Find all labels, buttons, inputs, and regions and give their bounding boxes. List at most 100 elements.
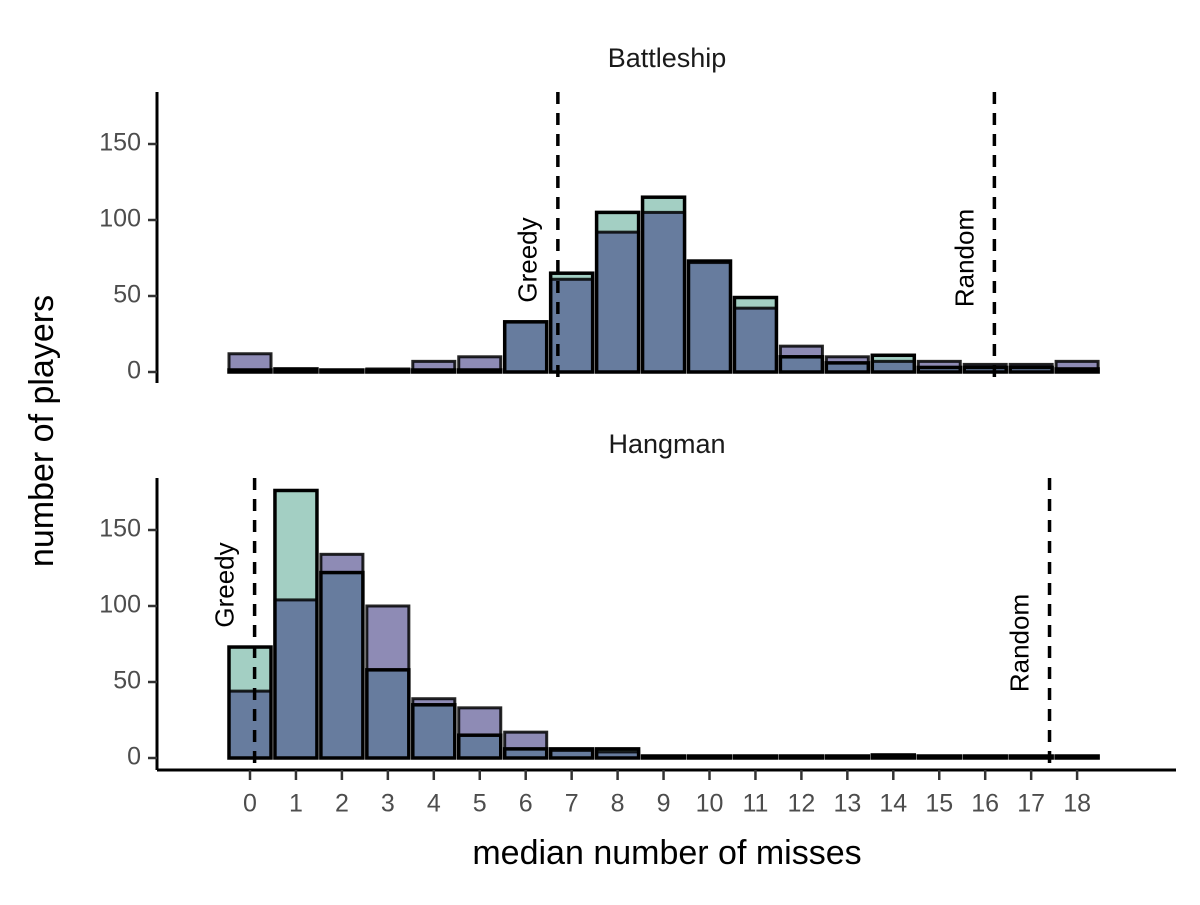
x-tick-label: 17 [1017, 790, 1045, 818]
bar-excess-0-5 [458, 356, 501, 371]
bar-series2-1-3 [365, 604, 411, 760]
x-tick-label: 13 [833, 790, 861, 818]
bar-excess-0-12 [780, 346, 823, 357]
bar-series2-0-9 [641, 210, 687, 374]
bar-overlap-0-12 [780, 356, 823, 372]
bar-series2-1-18 [1054, 754, 1100, 760]
x-tick-label: 4 [427, 790, 441, 818]
bar-series2-1-1 [273, 598, 319, 760]
bar-series2-0-1 [273, 367, 319, 374]
bar-series2-1-11 [732, 754, 778, 760]
bar-overlap-0-8 [596, 232, 639, 372]
x-axis-title: median number of misses [472, 834, 861, 872]
bar-overlap-1-7 [550, 750, 593, 758]
bar-series2-0-11 [732, 306, 778, 374]
bar-series2-0-3 [365, 367, 411, 374]
bar-excess-0-8 [596, 212, 639, 233]
bar-overlap-0-11 [734, 308, 777, 372]
bar-series2-0-6 [503, 320, 549, 374]
bar-series2-1-14 [870, 754, 916, 760]
y-axis-title: number of players [23, 295, 61, 567]
bar-excess-1-0 [229, 647, 271, 692]
bar-series2-0-5 [457, 355, 503, 374]
reference-line-label: Random [949, 209, 979, 307]
bar-overlap-0-17 [1010, 367, 1053, 372]
bar-excess-1-6 [504, 732, 547, 749]
bar-series2-0-13 [824, 355, 870, 374]
bar-excess-0-7 [550, 273, 593, 280]
bar-series2-1-0 [227, 689, 273, 760]
bar-overlap-0-14 [872, 361, 915, 372]
x-tick-label: 15 [925, 790, 953, 818]
bar-excess-1-3 [366, 606, 409, 670]
bar-series2-1-5 [457, 706, 503, 760]
bar-overlap-1-4 [412, 704, 455, 758]
bar-series2-1-7 [549, 748, 595, 760]
x-tick-label: 1 [289, 790, 303, 818]
y-tick-label: 150 [99, 515, 141, 543]
bar-series2-1-8 [595, 750, 641, 760]
bar-series2-1-13 [824, 754, 870, 760]
bar-overlap-1-8 [596, 751, 639, 758]
bar-series2-0-2 [319, 368, 365, 374]
x-tick-label: 18 [1063, 790, 1091, 818]
bar-excess-0-4 [412, 361, 455, 372]
y-tick-label: 0 [127, 743, 141, 771]
bar-series2-1-4 [411, 697, 457, 760]
bar-overlap-0-9 [642, 212, 685, 372]
bar-overlap-1-2 [320, 572, 363, 758]
x-tick-label: 0 [243, 790, 257, 818]
bar-series2-1-15 [916, 754, 962, 760]
bar-excess-1-4 [412, 698, 455, 705]
bar-series2-0-17 [1008, 362, 1054, 374]
bar-excess-0-0 [229, 353, 271, 372]
x-tick-label: 7 [565, 790, 579, 818]
bar-excess-0-13 [826, 356, 869, 363]
bar-overlap-0-10 [688, 262, 731, 372]
bar-series2-0-16 [962, 362, 1008, 374]
bar-series2-0-10 [687, 261, 732, 374]
bar-overlap-1-5 [458, 735, 501, 758]
bar-series2-0-8 [595, 230, 641, 374]
bar-excess-1-2 [320, 554, 363, 573]
bar-excess-0-18 [1056, 361, 1099, 369]
bar-series2-0-7 [549, 277, 595, 374]
bar-series2-1-9 [641, 754, 687, 760]
panel-title: Hangman [608, 429, 725, 459]
bar-series2-0-4 [411, 359, 457, 374]
y-tick-label: 50 [113, 667, 141, 695]
bar-overlap-0-15 [918, 367, 961, 372]
bar-excess-1-5 [458, 707, 501, 736]
bar-overlap-1-0 [229, 691, 271, 758]
bar-overlap-0-6 [504, 321, 547, 372]
x-tick-label: 10 [696, 790, 724, 818]
y-tick-label: 100 [99, 591, 141, 619]
bar-series2-0-14 [870, 359, 916, 374]
bar-series2-1-6 [503, 730, 549, 760]
x-tick-label: 16 [971, 790, 999, 818]
bar-series2-0-18 [1054, 359, 1100, 374]
bar-excess-0-15 [918, 361, 961, 368]
bar-overlap-0-16 [964, 367, 1007, 372]
bar-overlap-1-1 [274, 599, 317, 758]
y-tick-label: 150 [99, 129, 141, 157]
bar-excess-0-11 [734, 297, 777, 309]
panel-title: Battleship [608, 43, 727, 73]
x-tick-label: 6 [519, 790, 533, 818]
x-tick-label: 2 [335, 790, 349, 818]
x-tick-label: 11 [742, 790, 768, 818]
bar-series2-1-2 [319, 552, 365, 760]
reference-line-label: Random [1004, 594, 1034, 692]
x-tick-label: 5 [473, 790, 487, 818]
bar-series2-1-12 [778, 754, 824, 760]
x-tick-label: 3 [381, 790, 395, 818]
bar-series2-1-10 [687, 754, 732, 760]
bar-series2-0-15 [916, 359, 962, 374]
bar-series2-1-16 [962, 754, 1008, 760]
bar-overlap-1-6 [504, 748, 547, 758]
bar-excess-0-9 [642, 197, 685, 213]
bar-series2-0-12 [778, 344, 824, 374]
reference-line-label: Greedy [209, 542, 239, 627]
x-tick-label: 9 [657, 790, 671, 818]
x-tick-label: 12 [787, 790, 815, 818]
